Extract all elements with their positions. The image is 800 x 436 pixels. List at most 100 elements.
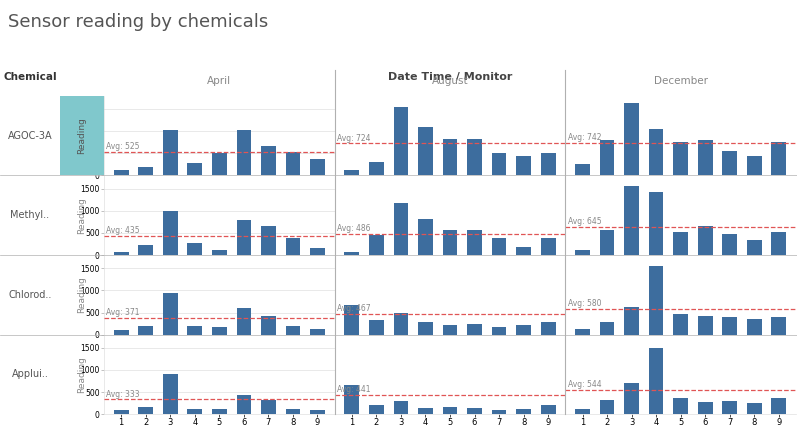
Text: Avg: 742: Avg: 742	[568, 133, 601, 142]
Bar	[212, 250, 226, 255]
Bar	[187, 163, 202, 175]
Bar	[310, 329, 325, 335]
Text: Sensor reading by chemicals: Sensor reading by chemicals	[8, 13, 268, 31]
Bar	[114, 330, 129, 335]
Text: Reading: Reading	[78, 197, 86, 234]
Bar	[237, 220, 251, 255]
Bar	[163, 211, 178, 255]
Bar	[138, 326, 153, 335]
Text: Avg: 544: Avg: 544	[568, 380, 602, 389]
Text: Avg: 486: Avg: 486	[337, 224, 370, 233]
Bar	[163, 293, 178, 335]
Bar	[722, 234, 737, 255]
Bar	[624, 307, 639, 335]
Text: Reading: Reading	[78, 276, 86, 313]
Text: Date Time / Monitor: Date Time / Monitor	[388, 72, 512, 82]
Bar	[747, 403, 762, 414]
Bar	[212, 409, 226, 414]
Text: AGOC-3A: AGOC-3A	[8, 131, 52, 141]
Bar	[237, 130, 251, 175]
Bar	[212, 153, 226, 175]
Text: Avg: 645: Avg: 645	[568, 217, 602, 226]
Bar	[467, 324, 482, 335]
Bar	[541, 322, 555, 335]
Bar	[237, 308, 251, 335]
Bar	[771, 232, 786, 255]
Bar	[163, 130, 178, 175]
Text: Avg: 441: Avg: 441	[337, 385, 370, 394]
Bar	[418, 219, 433, 255]
Bar	[442, 230, 458, 255]
Bar	[138, 167, 153, 175]
Text: April: April	[207, 76, 231, 86]
Bar	[624, 383, 639, 414]
Bar	[286, 409, 300, 414]
Bar	[467, 230, 482, 255]
Bar	[516, 157, 531, 175]
Text: Avg: 333: Avg: 333	[106, 390, 140, 399]
Bar	[261, 400, 276, 414]
Bar	[600, 140, 614, 175]
Bar	[649, 192, 663, 255]
Bar	[394, 401, 408, 414]
Bar	[394, 107, 408, 175]
Bar	[541, 153, 555, 175]
Bar	[747, 157, 762, 175]
Bar	[114, 410, 129, 414]
Text: Methyl..: Methyl..	[10, 210, 50, 220]
Text: Chlorod..: Chlorod..	[8, 290, 52, 300]
Bar	[369, 320, 384, 335]
Bar	[492, 410, 506, 414]
Bar	[698, 402, 713, 414]
Bar	[394, 313, 408, 335]
Bar	[212, 327, 226, 335]
Bar	[286, 326, 300, 335]
Bar	[674, 142, 688, 175]
Text: Avg: 580: Avg: 580	[568, 299, 601, 308]
Bar	[771, 399, 786, 414]
Bar	[722, 401, 737, 414]
Bar	[138, 407, 153, 414]
Bar	[492, 153, 506, 175]
Bar	[467, 139, 482, 175]
Bar	[674, 314, 688, 335]
Bar	[394, 203, 408, 255]
Bar	[747, 240, 762, 255]
Bar	[345, 385, 359, 414]
Bar	[442, 325, 458, 335]
Bar	[261, 146, 276, 175]
Bar	[310, 410, 325, 414]
Text: August: August	[432, 76, 468, 86]
Text: Chemical: Chemical	[3, 72, 57, 82]
Text: Avg: 724: Avg: 724	[337, 134, 370, 143]
Bar	[541, 405, 555, 414]
Bar	[442, 139, 458, 175]
Bar	[261, 226, 276, 255]
Bar	[600, 401, 614, 414]
Bar	[467, 408, 482, 414]
Bar	[624, 186, 639, 255]
Bar	[187, 326, 202, 335]
Bar	[698, 140, 713, 175]
Bar	[345, 305, 359, 335]
Bar	[541, 238, 555, 255]
Bar	[138, 245, 153, 255]
Bar	[516, 247, 531, 255]
Bar	[649, 266, 663, 335]
Bar	[369, 235, 384, 255]
Bar	[310, 159, 325, 175]
Bar	[187, 243, 202, 255]
Bar	[747, 319, 762, 335]
Bar	[722, 151, 737, 175]
Bar	[575, 409, 590, 414]
Bar	[771, 142, 786, 175]
Bar	[674, 398, 688, 414]
Bar	[418, 322, 433, 335]
Bar	[575, 329, 590, 335]
Bar	[345, 252, 359, 255]
Bar	[114, 252, 129, 255]
Bar	[674, 232, 688, 255]
Bar	[286, 152, 300, 175]
Bar	[369, 162, 384, 175]
Bar	[649, 348, 663, 414]
